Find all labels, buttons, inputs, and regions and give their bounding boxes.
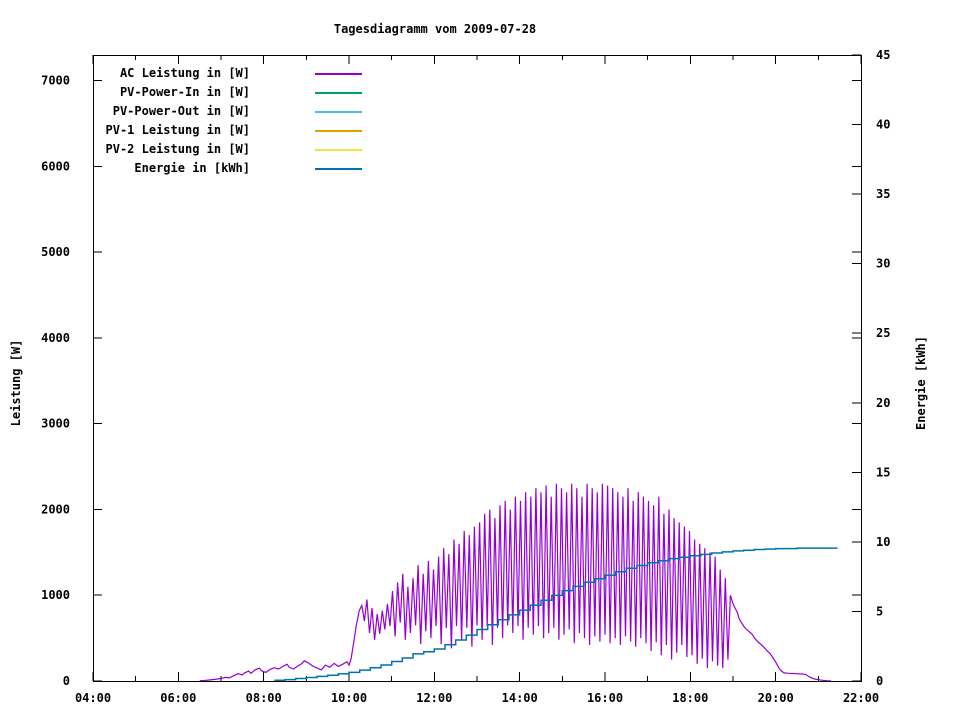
x-tick-label: 18:00 <box>672 691 708 705</box>
legend-label: PV-Power-In in [W] <box>119 85 250 99</box>
y2-tick-label: 30 <box>876 257 890 271</box>
y-tick-label: 3000 <box>41 417 70 431</box>
legend-label: PV-Power-Out in [W] <box>112 104 250 118</box>
x-tick-label: 14:00 <box>502 691 538 705</box>
x-tick-label: 22:00 <box>843 691 879 705</box>
y2-tick-label: 20 <box>876 396 890 410</box>
legend-item-pv1-leistung: PV-1 Leistung in [W] <box>0 121 960 140</box>
y2-tick-label: 25 <box>876 326 890 340</box>
y2-tick-label: 5 <box>876 604 883 618</box>
x-tick-label: 20:00 <box>758 691 794 705</box>
x-axis-ticks <box>92 55 862 681</box>
legend-line-swatch <box>315 111 362 113</box>
legend-line-swatch <box>315 130 362 132</box>
series-line-5 <box>274 547 838 682</box>
x-tick-label: 04:00 <box>75 691 111 705</box>
y-tick-label: 5000 <box>41 245 70 259</box>
y-axis-tick-labels: 0 1000 2000 3000 4000 5000 6000 7000 <box>41 74 70 688</box>
chart-title: Tagesdiagramm vom 2009-07-28 <box>333 22 537 36</box>
x-tick-label: 08:00 <box>246 691 282 705</box>
legend-item-ac-leistung: AC Leistung in [W] <box>0 64 960 83</box>
legend-item-pv2-leistung: PV-2 Leistung in [W] <box>0 140 960 159</box>
y2-axis-ticks <box>852 54 861 682</box>
y-tick-label: 7000 <box>41 74 70 88</box>
y2-tick-label: 10 <box>876 535 890 549</box>
legend-line-swatch <box>315 168 362 170</box>
x-tick-label: 10:00 <box>331 691 367 705</box>
y-tick-label: 4000 <box>41 331 70 345</box>
x-axis-tick-labels: 04:00 06:00 08:00 10:00 12:00 14:00 16:00 18:00… <box>75 691 879 705</box>
x-tick-label: 06:00 <box>160 691 196 705</box>
legend-line-swatch <box>315 92 362 94</box>
legend-item-energie: Energie in [kWh] <box>0 159 960 178</box>
y-tick-label: 1000 <box>41 588 70 602</box>
legend-label: AC Leistung in [W] <box>119 66 250 80</box>
y-tick-label: 0 <box>63 674 70 688</box>
y2-tick-label: 15 <box>876 465 890 479</box>
legend: AC Leistung in [W] PV-Power-In in [W] PV… <box>0 64 960 178</box>
legend-label: Energie in [kWh] <box>134 161 250 175</box>
y2-axis-tick-labels: 0 5 10 15 20 25 30 35 40 45 <box>876 48 890 688</box>
y2-tick-label: 0 <box>876 674 883 688</box>
y-axis-ticks <box>93 80 861 682</box>
x-tick-label: 16:00 <box>587 691 623 705</box>
x-tick-label: 12:00 <box>416 691 452 705</box>
y-tick-label: 2000 <box>41 503 70 517</box>
y2-tick-label: 40 <box>876 118 890 132</box>
legend-line-swatch <box>315 149 362 151</box>
legend-item-pv-power-in: PV-Power-In in [W] <box>0 83 960 102</box>
legend-line-swatch <box>315 73 362 75</box>
y2-tick-label: 45 <box>876 48 890 62</box>
legend-label: PV-1 Leistung in [W] <box>105 123 251 137</box>
y2-tick-label: 35 <box>876 187 890 201</box>
series-line-0 <box>199 483 832 682</box>
legend-item-pv-power-out: PV-Power-Out in [W] <box>0 102 960 121</box>
y-tick-label: 6000 <box>41 160 70 174</box>
legend-label: PV-2 Leistung in [W] <box>105 142 251 156</box>
